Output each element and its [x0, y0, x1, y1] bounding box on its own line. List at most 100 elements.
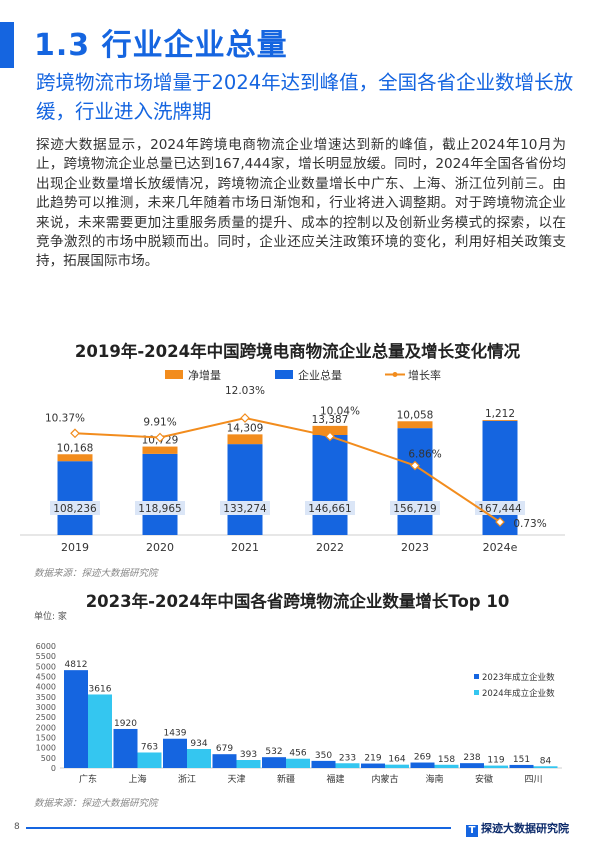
value-2023-福建: 350 [315, 751, 332, 761]
y-tick-label-4500: 4500 [36, 673, 56, 682]
bar-2024-内蒙古 [385, 764, 409, 768]
chart1-growth: 净增量企业总量增长率10,168108,236201910,729118,965… [20, 368, 565, 554]
bar-2024-四川 [533, 766, 558, 768]
bar-2023-上海 [113, 728, 138, 768]
chart2-title: 2023年-2024年中国各省跨境物流企业数量增长Top 10 [85, 592, 510, 611]
brand-icon: T [466, 825, 478, 837]
bar-2023-福建 [311, 760, 336, 768]
value-2023-新疆: 532 [265, 747, 282, 757]
value-2023-海南: 269 [414, 753, 431, 763]
label-increment-2024e: 1,212 [485, 408, 515, 420]
tick-label-2022: 2022 [316, 541, 344, 554]
tick-label-浙江: 浙江 [178, 773, 196, 785]
y-tick-label-3000: 3000 [36, 703, 56, 712]
tick-label-海南: 海南 [425, 773, 443, 785]
y-tick-label-2000: 2000 [36, 723, 56, 732]
y-tick-label-1500: 1500 [36, 734, 56, 743]
bar-total-2024e [482, 420, 518, 535]
label-increment-2021: 14,309 [227, 422, 264, 434]
bar-2024-浙江 [187, 749, 211, 768]
label-total-2022: 146,661 [308, 503, 351, 515]
y-tick-label-3500: 3500 [36, 693, 56, 702]
value-2024-四川: 84 [540, 756, 552, 766]
bar-2023-内蒙古 [361, 763, 385, 768]
bar-2024-天津 [236, 760, 261, 768]
chart2-source: 数据来源：探迹大数据研究院 [34, 798, 158, 809]
bar-increment-2024e [482, 420, 518, 421]
brand-name: 探迹大数据研究院 [481, 822, 569, 835]
legend-swatch-2023 [474, 674, 479, 679]
tick-label-四川: 四川 [524, 775, 542, 785]
value-2023-浙江: 1439 [164, 729, 187, 739]
bar-2023-天津 [212, 754, 237, 768]
bar-total-2023 [397, 428, 433, 535]
y-tick-label-500: 500 [41, 754, 56, 763]
y-tick-label-4000: 4000 [36, 683, 56, 692]
y-tick-label-1000: 1000 [36, 744, 56, 753]
bar-total-2021 [227, 444, 263, 535]
value-2024-海南: 158 [438, 755, 455, 765]
label-total-bg-2019 [50, 501, 100, 515]
growth-point-2021 [240, 413, 250, 423]
legend-label-2: 增长率 [408, 368, 441, 382]
label-total-bg-2024e [475, 501, 525, 515]
legend-label-2023: 2023年成立企业数 [482, 672, 555, 683]
tick-label-2023: 2023 [401, 541, 429, 554]
brand-logo: T 探迹大数据研究院 [466, 820, 569, 837]
legend-label-2024: 2024年成立企业数 [482, 688, 555, 699]
growth-label-2024e: 0.73% [513, 518, 546, 530]
bar-2023-安徽 [460, 763, 484, 768]
section-title: 1.3 行业企业总量 [34, 28, 288, 63]
label-total-bg-2022 [305, 501, 355, 515]
tick-label-2019: 2019 [61, 541, 89, 554]
label-increment-2019: 10,168 [57, 442, 94, 454]
value-2024-天津: 393 [240, 750, 257, 760]
label-total-bg-2023 [390, 501, 440, 515]
bar-2023-广东 [64, 670, 88, 768]
growth-rate-line [74, 416, 501, 523]
tick-label-2020: 2020 [146, 541, 174, 554]
headline: 跨境物流市场增量于2024年达到峰值，全国各省企业数增长放缓，行业进入洗牌期 [36, 71, 574, 123]
bar-2023-四川 [509, 764, 534, 768]
y-tick-label-2500: 2500 [36, 713, 56, 722]
bar-increment-2022 [312, 425, 348, 435]
bar-increment-2021 [227, 434, 263, 445]
title-accent-block [0, 22, 14, 68]
bar-2024-海南 [434, 764, 459, 768]
body-paragraph: 探迹大数据显示，2024年跨境电商物流企业增速达到新的峰值，截止2024年10月… [36, 137, 566, 270]
label-total-bg-2020 [135, 501, 185, 515]
bar-2024-新疆 [286, 758, 310, 768]
value-2024-浙江: 934 [190, 739, 207, 749]
chart1-source: 数据来源：探迹大数据研究院 [34, 568, 158, 579]
value-2024-内蒙古: 164 [388, 755, 405, 765]
label-total-2019: 108,236 [53, 503, 97, 515]
tick-label-安徽: 安徽 [475, 773, 493, 785]
bar-total-2022 [312, 434, 348, 535]
bar-total-2020 [142, 453, 178, 535]
value-2024-上海: 763 [141, 742, 158, 752]
label-total-2023: 156,719 [393, 503, 436, 515]
chart1-title: 2019年-2024年中国跨境电商物流企业总量及增长变化情况 [74, 342, 521, 361]
growth-label-2023: 6.86% [408, 449, 441, 461]
bar-2023-海南 [410, 762, 435, 768]
growth-label-2021: 12.03% [225, 385, 265, 397]
bar-increment-2019 [57, 454, 93, 462]
legend-swatch-2024 [474, 690, 479, 695]
bar-2023-浙江 [163, 738, 187, 768]
tick-label-2021: 2021 [231, 541, 259, 554]
growth-point-2022 [325, 431, 335, 442]
legend-marker-2 [392, 372, 398, 377]
value-2023-广东: 4812 [65, 660, 88, 670]
bar-2023-新疆 [262, 757, 286, 768]
bar-2024-福建 [335, 763, 360, 768]
label-total-2021: 133,274 [223, 503, 267, 515]
label-increment-2023: 10,058 [397, 409, 434, 421]
growth-point-2020 [155, 432, 165, 443]
label-total-2024e: 167,444 [478, 503, 522, 515]
footer-line [26, 827, 451, 829]
value-2024-新疆: 456 [289, 749, 306, 759]
y-tick-label-0: 0 [51, 764, 56, 773]
tick-label-内蒙古: 内蒙古 [371, 773, 398, 785]
bar-2024-广东 [88, 694, 112, 768]
